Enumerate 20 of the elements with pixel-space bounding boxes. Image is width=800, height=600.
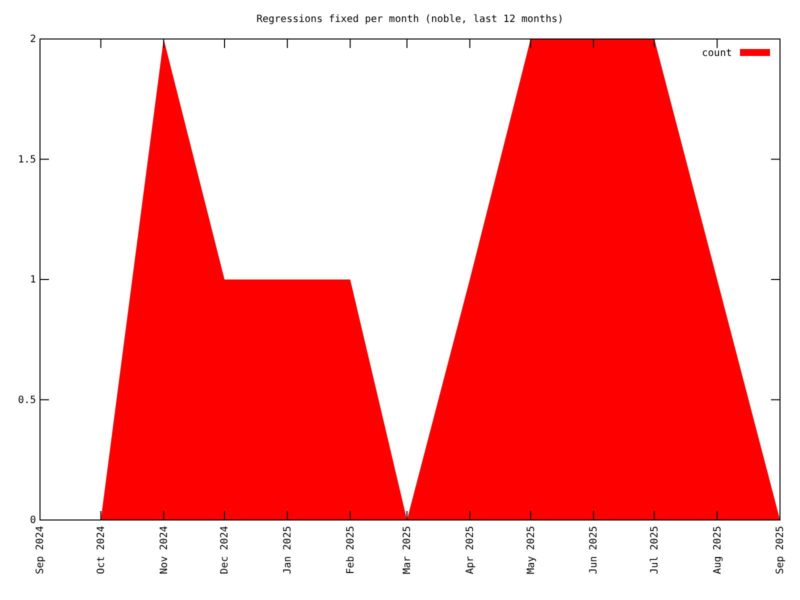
chart-title: Regressions fixed per month (noble, last 12 months) [256, 14, 564, 25]
x-tick-label: Mar 2025 [402, 526, 414, 574]
x-tick-label: Sep 2024 [35, 526, 46, 574]
y-tick-label: 1 [30, 274, 36, 286]
x-tick-label: Apr 2025 [465, 526, 476, 574]
x-tick-label: Jul 2025 [650, 526, 660, 574]
y-tick-label: 1.5 [18, 154, 36, 166]
x-tick-label: Oct 2024 [96, 526, 108, 574]
y-tick-label: 0 [30, 515, 36, 526]
x-tick-label: Aug 2025 [712, 526, 724, 574]
x-tick-label: Nov 2024 [158, 526, 170, 574]
y-tick-label: 2 [30, 34, 36, 46]
x-tick-label: Dec 2024 [220, 526, 231, 574]
y-tick-label: 0.5 [18, 394, 36, 406]
x-tick-label: Sep 2025 [775, 526, 786, 574]
x-tick-label: Jun 2025 [588, 526, 600, 574]
x-tick-label: May 2025 [526, 526, 537, 574]
x-tick-label: Feb 2025 [345, 526, 356, 574]
x-tick-label: Jan 2025 [282, 526, 294, 574]
legend-label: count [702, 48, 732, 59]
